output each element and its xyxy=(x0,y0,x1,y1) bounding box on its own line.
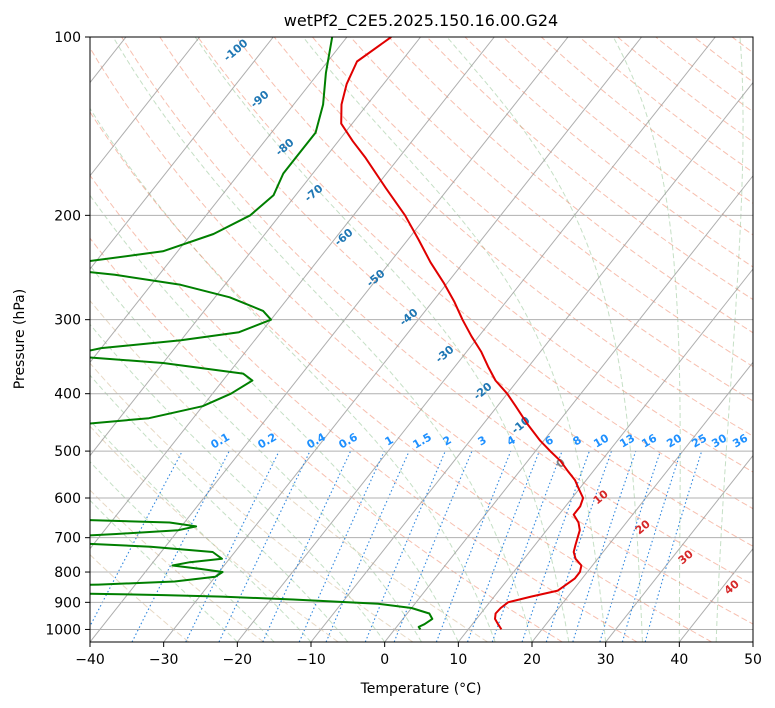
y-tick-label: 400 xyxy=(54,387,81,403)
isotherm-line xyxy=(90,37,348,364)
x-tick-label: 40 xyxy=(670,652,688,668)
mixing-ratio-line xyxy=(325,450,410,642)
x-tick-label: 0 xyxy=(380,652,389,668)
x-tick-label: 50 xyxy=(744,652,762,668)
y-tick-label: 600 xyxy=(54,491,81,507)
dry-adiabat-line xyxy=(90,299,488,642)
mixing-ratio-line xyxy=(185,450,280,642)
profile-line xyxy=(90,37,434,630)
x-tick-label: 10 xyxy=(449,652,467,668)
chart-title: wetPf2_C2E5.2025.150.16.00.G24 xyxy=(284,11,558,31)
x-tick-label: 30 xyxy=(597,652,615,668)
x-axis-ticks: −40 −30 −20 −10 0 10 20 30 40 50 xyxy=(75,642,762,668)
mixing-ratio-line xyxy=(572,450,637,642)
isotherm-line xyxy=(531,361,753,642)
dry-adiabat-line xyxy=(235,37,753,473)
mixing-ratio-line xyxy=(599,450,661,642)
isotherm-line xyxy=(90,37,569,642)
isotherm-line xyxy=(90,37,495,550)
y-tick-label: 300 xyxy=(54,313,81,329)
mixing-ratio-line xyxy=(298,450,385,642)
isotherm-line xyxy=(457,268,753,642)
mixing-ratio-line xyxy=(435,450,512,642)
mixing-ratio-line xyxy=(466,450,540,642)
dry-adiabat-line xyxy=(90,47,753,625)
moist-adiabat-line xyxy=(90,374,349,642)
mixing-ratio-line xyxy=(364,450,446,642)
moist-adiabat-line xyxy=(90,107,496,642)
y-tick-label: 200 xyxy=(54,208,81,224)
dry-adiabat-line xyxy=(426,37,753,301)
mixing-ratio-line xyxy=(521,450,590,642)
dry-adiabat-line xyxy=(350,37,753,368)
plot-area: 0.1 0.2 0.4 0.6 1 1.5 2 3 4 6 8 10 13 16 20 25 30 36-100-… xyxy=(90,37,753,642)
mixing-ratio-line xyxy=(621,450,682,642)
dry-adiabat-line xyxy=(90,425,339,642)
moist-adiabat-line xyxy=(90,264,422,642)
y-tick-label: 1000 xyxy=(45,622,81,638)
y-tick-label: 800 xyxy=(54,565,81,581)
x-tick-label: −30 xyxy=(149,652,179,668)
isotherm-line xyxy=(90,37,274,270)
mixing-ratio-line xyxy=(644,450,703,642)
profile-line xyxy=(340,37,585,630)
x-tick-label: 20 xyxy=(523,652,541,668)
moist-adiabats xyxy=(90,37,753,642)
dry-adiabat-line xyxy=(90,111,712,642)
mixing-ratio-line xyxy=(545,450,613,642)
moist-adiabat-line xyxy=(90,461,275,642)
dry-adiabat-line xyxy=(388,37,753,334)
x-axis-title: Temperature (°C) xyxy=(360,681,482,697)
isotherm-line xyxy=(384,174,753,642)
isotherm-line xyxy=(236,37,716,642)
moist-adiabat-line xyxy=(446,37,643,642)
y-tick-label: 900 xyxy=(54,595,81,611)
dry-adiabat-line xyxy=(273,37,753,437)
mixing-ratio-line xyxy=(90,450,183,628)
dry-adiabat-line xyxy=(90,237,563,642)
dry-adiabat-line xyxy=(90,489,264,642)
y-axis-title: Pressure (hPa) xyxy=(12,289,28,389)
y-tick-label: 100 xyxy=(54,30,81,46)
moist-adiabat-line xyxy=(302,37,607,642)
mixing-ratio-line xyxy=(491,450,563,642)
plot-frame xyxy=(89,36,754,643)
pressure-gridlines xyxy=(90,37,753,630)
isotherm-line xyxy=(605,454,753,642)
isotherm-line xyxy=(90,37,200,177)
mixing-ratio-line xyxy=(393,450,473,642)
x-tick-label: −20 xyxy=(223,652,253,668)
isotherm-line xyxy=(310,81,753,642)
x-tick-label: −40 xyxy=(75,652,105,668)
y-tick-label: 500 xyxy=(54,444,81,460)
y-axis-ticks: 1000 900 800 700 600 500 400 300 200 100 xyxy=(45,30,90,638)
moist-adiabat-line xyxy=(90,323,386,642)
y-tick-label: 700 xyxy=(54,531,81,547)
moist-adiabat-line xyxy=(194,37,570,642)
x-tick-label: −10 xyxy=(296,652,326,668)
mixing-ratio-lines xyxy=(90,450,703,642)
mixing-ratio-line xyxy=(131,450,230,642)
moist-adiabat-line xyxy=(715,37,744,642)
dry-adiabat-line xyxy=(90,554,190,642)
dry-adiabat-line xyxy=(121,37,753,586)
dry-adiabat-line xyxy=(90,174,638,642)
isotherm-line xyxy=(163,37,642,642)
profile-series xyxy=(90,37,585,630)
